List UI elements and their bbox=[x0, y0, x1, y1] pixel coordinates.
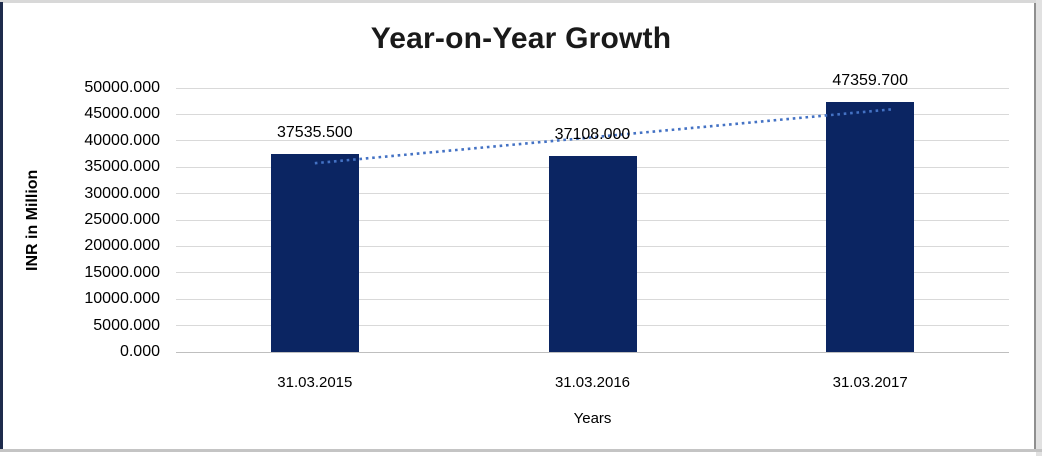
x-tick-label: 31.03.2015 bbox=[277, 374, 353, 391]
frame-border-left bbox=[0, 2, 3, 451]
y-tick-label: 5000.000 bbox=[93, 316, 160, 334]
y-tick-label: 45000.000 bbox=[84, 105, 160, 123]
chart-title: Year-on-Year Growth bbox=[370, 22, 672, 55]
bar-value-label: 37108.000 bbox=[554, 126, 631, 144]
y-tick-label: 35000.000 bbox=[84, 158, 160, 176]
frame-border-top bbox=[0, 0, 1042, 3]
frame-border-bottom bbox=[0, 449, 1042, 452]
plot-area: 37535.500 37108.000 47359.700 bbox=[176, 72, 1009, 353]
y-tick-label: 30000.000 bbox=[84, 184, 160, 202]
frame-border-right-inner bbox=[1034, 3, 1036, 450]
y-tick-label: 50000.000 bbox=[84, 79, 160, 96]
trendline bbox=[314, 107, 893, 165]
gridline bbox=[176, 113, 1009, 115]
bar[interactable] bbox=[270, 153, 359, 352]
bar-value-label: 37535.500 bbox=[277, 123, 353, 141]
y-tick-label: 10000.000 bbox=[84, 290, 160, 308]
bar[interactable] bbox=[548, 156, 637, 352]
gridline bbox=[176, 87, 1009, 89]
y-tick-label: 40000.000 bbox=[84, 131, 160, 149]
y-tick-label: 0.000 bbox=[119, 343, 160, 360]
y-tick-label: 25000.000 bbox=[84, 211, 160, 228]
gridline bbox=[176, 140, 1009, 142]
y-tick-label: 15000.000 bbox=[84, 263, 160, 281]
bar-value-label: 47359.700 bbox=[832, 71, 908, 89]
frame-border-right-outer bbox=[1036, 0, 1042, 456]
x-tick-label: 31.03.2016 bbox=[554, 374, 631, 391]
x-axis-title: Years bbox=[573, 410, 612, 427]
x-tick-label: 31.03.2017 bbox=[832, 374, 908, 391]
y-tick-label: 20000.000 bbox=[84, 237, 160, 255]
x-axis-line bbox=[176, 352, 1009, 353]
bar[interactable] bbox=[826, 101, 915, 352]
